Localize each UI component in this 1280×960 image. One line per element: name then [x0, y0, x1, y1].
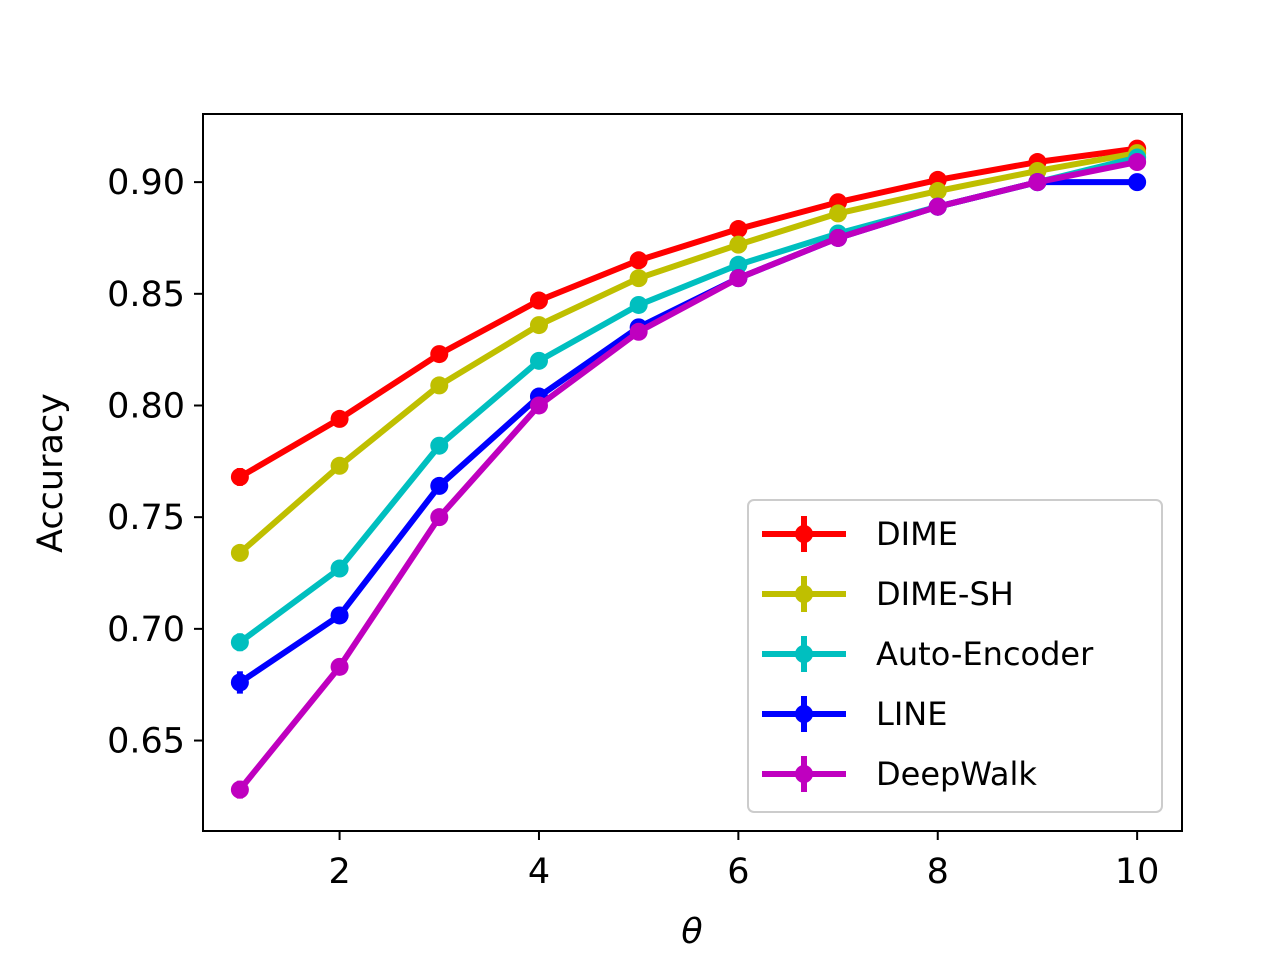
series-line-dime: [238, 145, 1138, 480]
legend-box: [747, 499, 1163, 813]
data-point: [330, 409, 349, 428]
data-point: [430, 376, 449, 395]
y-axis-label: Accuracy: [31, 393, 71, 553]
data-point: [529, 291, 548, 310]
legend-swatch-marker: [795, 765, 813, 783]
data-point: [430, 476, 449, 495]
series-deepwalk: [230, 153, 1147, 799]
data-point: [430, 508, 449, 527]
data-point: [230, 543, 249, 562]
y-tick-label: 0.80: [107, 386, 185, 426]
y-tick-label: 0.70: [107, 610, 185, 650]
legend-item: Auto-Encoder: [762, 635, 1094, 673]
data-point: [629, 322, 648, 341]
y-tick-label: 0.85: [107, 275, 185, 315]
legend: DIME DIME-SH Auto-Encoder LINE DeepWalk: [747, 499, 1163, 813]
x-tick-label: 2: [328, 852, 350, 892]
data-point: [230, 633, 249, 652]
x-axis: 2 4 6 8 10: [328, 831, 1159, 892]
data-point: [529, 316, 548, 335]
data-point: [928, 197, 947, 216]
data-point: [230, 673, 249, 692]
x-tick-label: 10: [1115, 852, 1160, 892]
legend-swatch-marker: [795, 525, 813, 543]
series-layer: [230, 139, 1147, 799]
legend-label: LINE: [876, 695, 947, 733]
data-point: [1128, 173, 1147, 192]
data-point: [330, 559, 349, 578]
x-tick-label: 6: [727, 852, 749, 892]
plot-frame: [202, 113, 1183, 832]
data-point: [629, 251, 648, 270]
series-line-dime-sh: [237, 150, 1138, 556]
data-point: [1128, 153, 1147, 172]
x-axis-label: θ: [681, 912, 702, 952]
y-axis: 0.65 0.70 0.75 0.80 0.85 0.90: [107, 163, 203, 762]
data-point: [729, 269, 748, 288]
x-tick-label: 4: [528, 852, 550, 892]
series-dime-sh: [230, 144, 1147, 562]
data-point: [230, 467, 249, 486]
data-point: [529, 396, 548, 415]
data-point: [330, 657, 349, 676]
legend-item: DIME-SH: [762, 575, 1014, 613]
data-point: [829, 204, 848, 223]
data-point: [230, 780, 249, 799]
legend-label: DIME-SH: [876, 575, 1014, 613]
y-tick-label: 0.75: [107, 498, 185, 538]
data-point: [430, 436, 449, 455]
legend-item: LINE: [762, 695, 947, 733]
y-tick-label: 0.90: [107, 163, 185, 203]
x-tick-label: 8: [927, 852, 949, 892]
data-point: [829, 228, 848, 247]
legend-label: Auto-Encoder: [876, 635, 1094, 673]
data-point: [1028, 173, 1047, 192]
data-point: [430, 345, 449, 364]
data-point: [629, 295, 648, 314]
data-point: [928, 182, 947, 201]
series-line-deepwalk: [237, 159, 1138, 792]
y-tick-label: 0.65: [107, 722, 185, 762]
data-point: [529, 351, 548, 370]
legend-swatch-marker: [795, 585, 813, 603]
data-point: [729, 220, 748, 239]
legend-item: DIME: [762, 515, 958, 553]
legend-label: DeepWalk: [876, 755, 1037, 793]
legend-item: DeepWalk: [762, 755, 1037, 793]
legend-label: DIME: [876, 515, 958, 553]
data-point: [629, 269, 648, 288]
legend-swatch-marker: [795, 705, 813, 723]
data-point: [330, 606, 349, 625]
data-point: [729, 255, 748, 274]
data-point: [330, 456, 349, 475]
legend-swatch-marker: [795, 645, 813, 663]
data-point: [729, 235, 748, 254]
